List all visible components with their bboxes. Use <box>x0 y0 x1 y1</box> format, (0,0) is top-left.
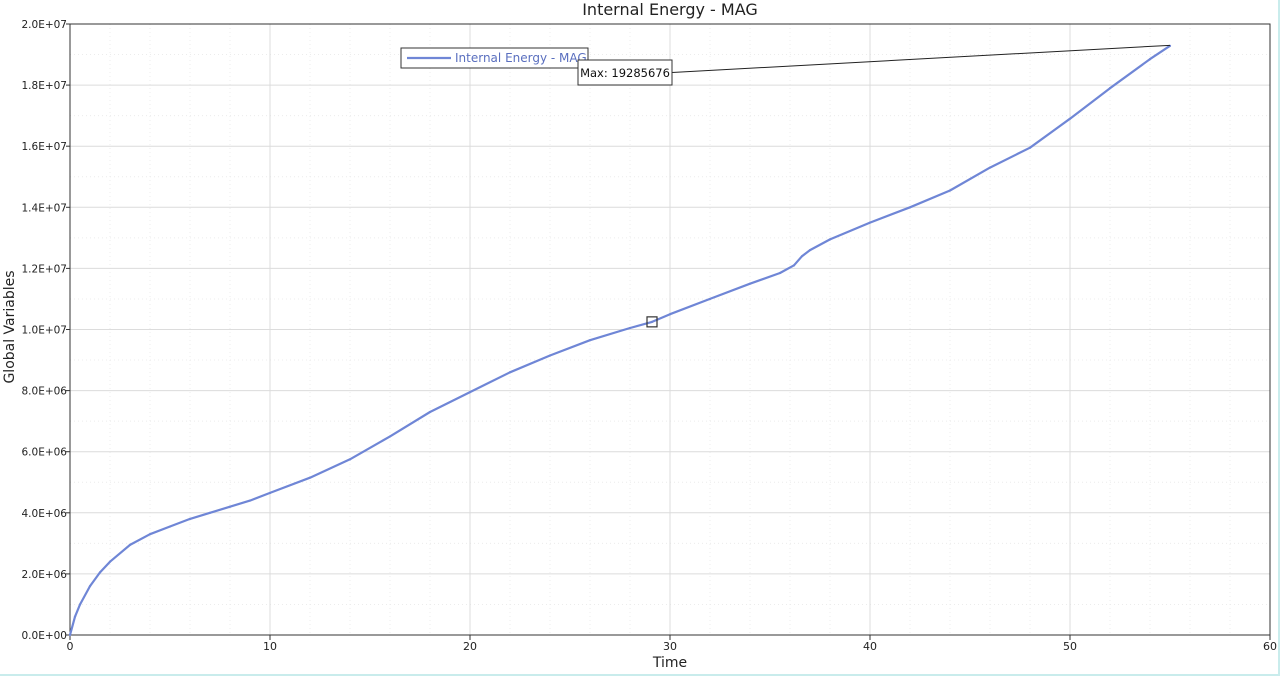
series-point <box>908 206 912 209</box>
series-point <box>108 560 112 563</box>
y-tick-label: 0.0E+00 <box>22 630 68 642</box>
plot-area-frame <box>69 23 1271 636</box>
series-point <box>388 435 392 438</box>
y-tick-label: 4.0E+06 <box>22 508 68 520</box>
series-point <box>88 585 92 588</box>
series-point <box>168 525 172 528</box>
series-point <box>78 603 82 606</box>
annotation-box <box>577 59 673 86</box>
series-point <box>708 297 712 301</box>
series-point <box>948 189 952 192</box>
y-tick-label: 2.0E+06 <box>22 569 68 581</box>
series-point <box>188 517 192 521</box>
x-tick-label: 50 <box>1063 640 1077 653</box>
x-tick-label: 40 <box>863 640 877 653</box>
cursor-marker <box>646 316 658 328</box>
series-line <box>68 44 1171 636</box>
annotation-leader-line <box>671 44 1171 73</box>
chart-title: Internal Energy - MAG <box>582 0 758 19</box>
window-edge-bottom <box>0 674 1280 676</box>
series-point <box>668 313 672 316</box>
series-point <box>1068 117 1072 120</box>
y-tick-label: 1.2E+07 <box>22 263 68 275</box>
y-axis-label: Global Variables <box>2 270 18 383</box>
series-point <box>808 248 812 252</box>
y-tick-label: 8.0E+06 <box>22 386 68 398</box>
series-point <box>628 326 632 330</box>
series-point <box>128 543 132 546</box>
x-tick-label: 30 <box>663 640 677 653</box>
y-tick-label: 1.6E+07 <box>22 141 68 153</box>
legend-box <box>400 47 589 69</box>
y-tick-label: 1.4E+07 <box>22 202 68 214</box>
series-point <box>1148 58 1152 61</box>
series-point <box>650 320 654 323</box>
series-point <box>548 354 552 357</box>
series-point <box>68 633 72 637</box>
annotation-label: Max: 19285676 <box>580 66 670 80</box>
series-point <box>268 491 272 495</box>
series-point <box>988 166 992 169</box>
series-point <box>508 371 512 374</box>
legend-label: Internal Energy - MAG <box>455 51 587 65</box>
x-axis-label: Time <box>652 655 687 671</box>
series-point <box>778 271 782 275</box>
window-edge-right <box>1278 0 1280 676</box>
y-tick-label: 2.0E+07 <box>22 19 68 31</box>
x-tick-label: 10 <box>263 640 277 653</box>
series-point <box>792 264 796 267</box>
series-point <box>588 339 592 342</box>
series-point <box>228 505 232 508</box>
series-point <box>1108 87 1112 90</box>
x-tick-label: 20 <box>463 640 477 653</box>
series-point <box>428 410 432 414</box>
series-point <box>348 458 352 461</box>
series-point <box>828 238 832 241</box>
series-point <box>73 615 77 618</box>
series-point <box>468 391 472 394</box>
y-tick-label: 6.0E+06 <box>22 447 68 459</box>
series-point <box>868 221 872 224</box>
series-point <box>248 499 252 502</box>
y-tick-label: 1.0E+07 <box>22 325 68 337</box>
series-point <box>800 255 804 258</box>
x-tick-label: 60 <box>1263 640 1277 653</box>
x-tick-label: 0 <box>67 640 74 653</box>
series-point <box>208 511 212 514</box>
series-point <box>98 571 102 574</box>
series-point <box>308 476 312 479</box>
series-point <box>148 533 152 536</box>
series-point <box>748 282 752 285</box>
y-tick-label: 1.8E+07 <box>22 80 68 92</box>
series-point <box>1028 146 1032 149</box>
